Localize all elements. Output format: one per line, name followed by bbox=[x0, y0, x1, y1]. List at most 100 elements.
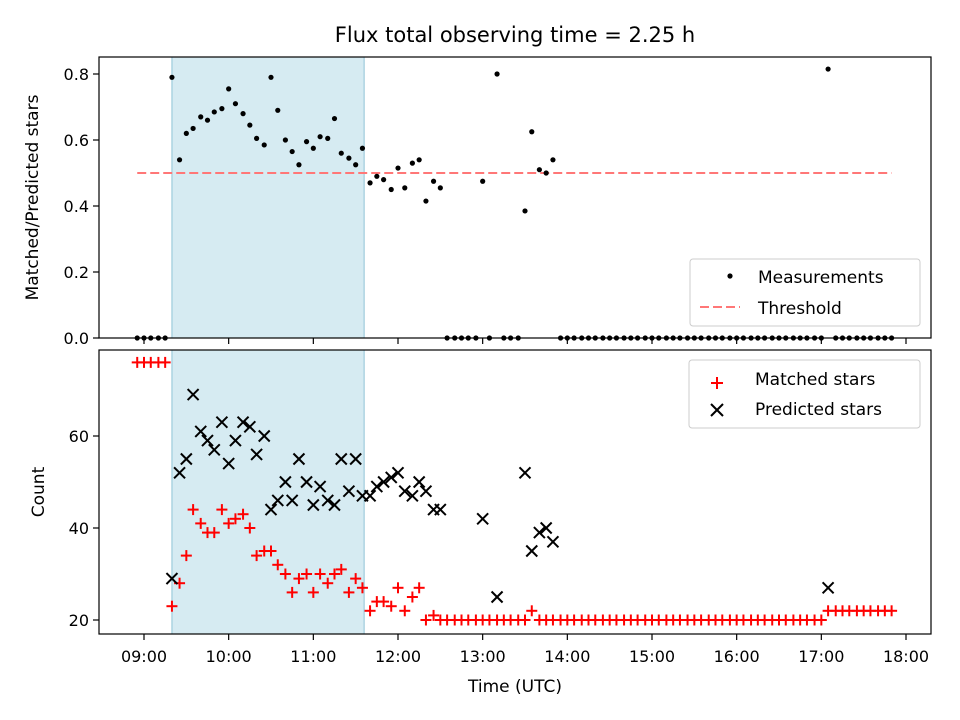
predicted-point bbox=[186, 388, 200, 401]
predicted-point bbox=[292, 452, 306, 466]
measurement-point bbox=[437, 185, 443, 191]
measurement-point bbox=[480, 178, 486, 184]
predicted-point bbox=[194, 425, 207, 438]
matched-point bbox=[244, 522, 256, 534]
top-axes-frame bbox=[98, 56, 932, 339]
predicted-point bbox=[476, 512, 489, 526]
matched-point bbox=[307, 586, 319, 598]
measurement-point bbox=[198, 114, 204, 120]
matched-point bbox=[314, 568, 326, 580]
matched-point bbox=[293, 573, 305, 585]
x-tick-label: 14:00 bbox=[544, 647, 590, 666]
legend-predicted-marker bbox=[710, 403, 724, 417]
legend-matched-marker bbox=[711, 377, 723, 389]
x-axis-label: Time (UTC) bbox=[467, 677, 562, 697]
x-tick-label: 17:00 bbox=[798, 647, 844, 666]
matched-point bbox=[420, 614, 432, 626]
predicted-point bbox=[243, 420, 257, 434]
predicted-point bbox=[391, 466, 405, 480]
measurement-point bbox=[275, 107, 281, 113]
predicted-point bbox=[215, 415, 229, 429]
y-tick-label: 40 bbox=[69, 519, 89, 538]
measurement-point bbox=[409, 160, 415, 166]
legend-measurements-label: Measurements bbox=[758, 268, 884, 288]
predicted-point bbox=[165, 572, 179, 585]
measurement-point bbox=[338, 150, 344, 156]
measurement-point bbox=[325, 135, 331, 141]
matched-point bbox=[251, 550, 263, 562]
measurement-point bbox=[211, 109, 217, 115]
matched-point bbox=[364, 605, 376, 617]
legend-threshold-label: Threshold bbox=[757, 299, 842, 319]
predicted-point bbox=[236, 415, 250, 429]
top-y-axis-label: Matched/Predicted stars bbox=[23, 94, 43, 300]
predicted-point bbox=[279, 475, 292, 489]
predicted-point bbox=[398, 484, 411, 498]
matched-point bbox=[159, 356, 171, 368]
measurement-point bbox=[289, 148, 295, 155]
measurement-point bbox=[282, 137, 288, 143]
predicted-point bbox=[385, 471, 398, 484]
x-tick-label: 15:00 bbox=[629, 647, 675, 666]
predicted-point bbox=[419, 484, 433, 498]
measurement-point bbox=[268, 74, 274, 80]
predicted-point bbox=[363, 489, 377, 503]
predicted-point bbox=[201, 434, 214, 447]
y-tick-label: 60 bbox=[69, 427, 89, 446]
measurement-point bbox=[423, 198, 429, 204]
matched-point bbox=[180, 550, 192, 562]
predicted-point bbox=[264, 503, 278, 516]
matched-point bbox=[356, 582, 368, 594]
top-panel: 0.00.20.40.60.8 Matched/Predicted stars … bbox=[23, 56, 932, 348]
measurement-point bbox=[176, 157, 183, 163]
matched-point bbox=[279, 568, 291, 580]
shaded-span bbox=[171, 349, 365, 635]
measurement-point bbox=[261, 142, 267, 148]
chart-title: Flux total observing time = 2.25 h bbox=[335, 23, 695, 47]
predicted-point bbox=[525, 544, 538, 558]
matched-point bbox=[392, 582, 404, 594]
measurement-point bbox=[494, 71, 500, 77]
x-tick-label: 10:00 bbox=[206, 647, 252, 666]
measurement-point bbox=[353, 162, 359, 168]
measurement-point bbox=[543, 170, 549, 176]
matched-point bbox=[335, 563, 347, 575]
predicted-point bbox=[300, 475, 313, 489]
x-tick-label: 18:00 bbox=[883, 647, 929, 666]
matched-point bbox=[166, 600, 178, 612]
y-tick-label: 0.4 bbox=[64, 197, 89, 216]
bottom-y-ticks: 20 40 60 bbox=[69, 427, 99, 630]
matched-point bbox=[286, 586, 298, 598]
predicted-point bbox=[533, 526, 546, 539]
measurement-point bbox=[254, 135, 260, 141]
measurement-point bbox=[346, 155, 352, 161]
matched-point bbox=[195, 517, 207, 529]
predicted-point bbox=[229, 434, 242, 447]
x-tick-label: 13:00 bbox=[460, 647, 506, 666]
matched-point bbox=[413, 582, 425, 594]
measurement-point bbox=[240, 111, 246, 117]
matched-point bbox=[519, 614, 531, 626]
y-tick-label: 0.2 bbox=[64, 263, 89, 282]
legend-measurements-marker bbox=[727, 273, 733, 279]
predicted-point bbox=[208, 443, 221, 457]
measurement-point bbox=[550, 157, 556, 163]
predicted-point bbox=[180, 452, 193, 466]
measurement-point bbox=[226, 86, 232, 92]
predicted-point bbox=[821, 581, 835, 595]
matched-point bbox=[343, 586, 355, 598]
predicted-point bbox=[412, 475, 426, 489]
measurement-point bbox=[219, 106, 225, 112]
predicted-point bbox=[349, 452, 362, 466]
bottom-legend: Matched stars Predicted stars bbox=[688, 359, 921, 429]
predicted-point bbox=[490, 590, 504, 604]
matched-point bbox=[229, 513, 241, 525]
measurement-point bbox=[359, 145, 366, 151]
measurement-point bbox=[317, 134, 323, 140]
predicted-point bbox=[370, 480, 384, 493]
matched-point bbox=[272, 559, 284, 571]
matched-point bbox=[216, 504, 228, 516]
measurement-point bbox=[825, 66, 831, 72]
measurement-point bbox=[402, 185, 408, 191]
